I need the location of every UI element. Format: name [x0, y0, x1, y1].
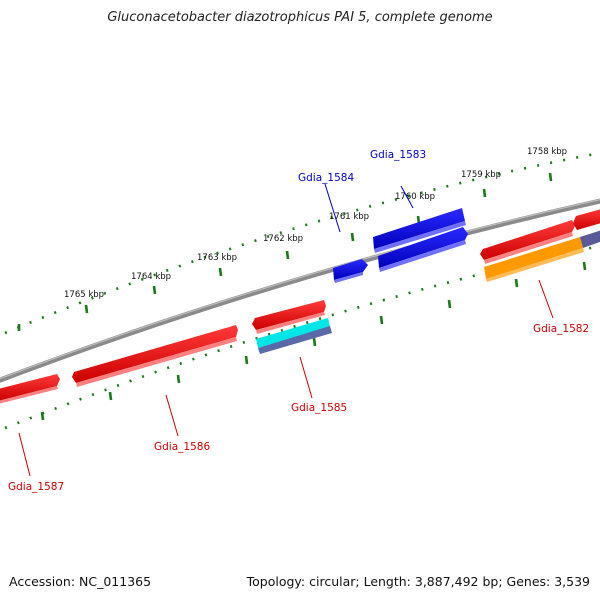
gene-gdia-1587-feature[interactable] — [0, 374, 60, 404]
outer-scale-ticks — [4, 152, 596, 335]
map-title: Gluconacetobacter diazotrophicus PAI 5, … — [107, 10, 493, 25]
gene-gdia-1582-feature[interactable] — [480, 220, 575, 264]
gene-gdia-1584-feature[interactable] — [333, 259, 368, 283]
gene-edge-feature[interactable] — [573, 208, 600, 230]
scale-labels: 1758 kbp 1759 kbp 1760 kbp 1761 kbp 1762… — [64, 147, 567, 300]
scale-label-1764: 1764 kbp — [131, 272, 171, 282]
leader-lines — [18, 183, 554, 477]
gene-label-gdia-1587: Gdia_1587 — [8, 481, 64, 493]
gene-label-gdia-1582: Gdia_1582 — [533, 323, 589, 335]
scale-label-1765: 1765 kbp — [64, 290, 104, 300]
slate-feature-right[interactable] — [580, 229, 600, 248]
scale-label-1760: 1760 kbp — [395, 192, 435, 202]
gene-gdia-1586-feature[interactable] — [72, 325, 238, 387]
gene-label-gdia-1585: Gdia_1585 — [291, 402, 347, 414]
gene-label-gdia-1583: Gdia_1583 — [370, 149, 426, 161]
slate-feature-lower[interactable] — [258, 326, 332, 354]
scale-label-1763: 1763 kbp — [197, 253, 237, 263]
gene-gdia-1585-feature[interactable] — [252, 300, 326, 334]
accession-label: Accession: NC_011365 — [9, 574, 152, 589]
scale-label-1761: 1761 kbp — [329, 212, 369, 222]
genome-summary: Topology: circular; Length: 3,887,492 bp… — [246, 574, 590, 589]
gene-gdia-1583-feature-a[interactable] — [373, 208, 466, 253]
scale-label-1758: 1758 kbp — [527, 147, 567, 157]
gene-label-gdia-1586: Gdia_1586 — [154, 441, 210, 453]
genome-backbone — [0, 198, 600, 383]
orange-feature[interactable] — [484, 237, 584, 282]
scale-label-1762: 1762 kbp — [263, 234, 303, 244]
scale-label-1759: 1759 kbp — [461, 170, 501, 180]
gene-gdia-1583-feature-b[interactable] — [378, 227, 468, 272]
gene-label-gdia-1584: Gdia_1584 — [298, 172, 354, 184]
